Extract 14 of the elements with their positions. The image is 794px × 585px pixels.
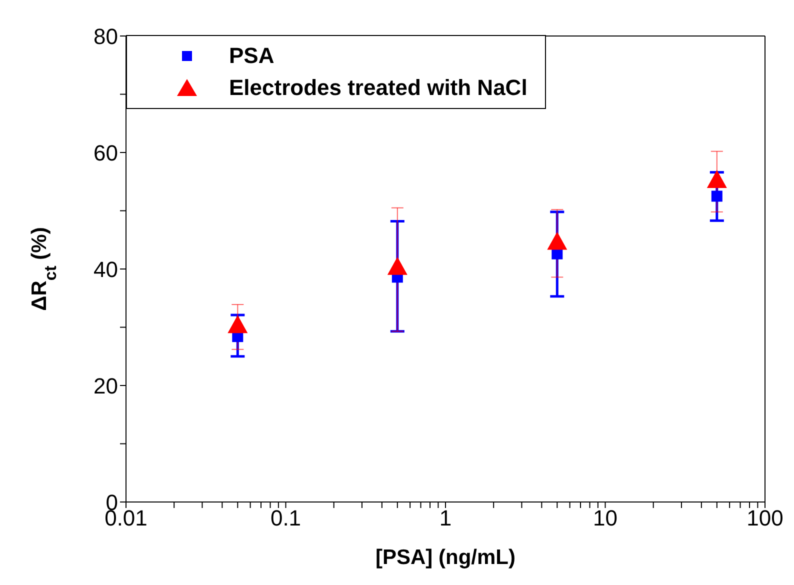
y-tick-label: 40 xyxy=(94,256,118,282)
point xyxy=(547,232,568,250)
x-axis-title: [PSA] (ng/mL) xyxy=(376,546,516,569)
y-tick-label: 80 xyxy=(94,24,118,49)
point xyxy=(706,170,727,188)
x-tick-label: 10 xyxy=(593,506,618,531)
legend-label: Electrodes treated with NaCl xyxy=(229,74,528,102)
y-tick-label: 20 xyxy=(94,373,118,398)
legend-label: PSA xyxy=(229,42,274,70)
x-tick-label: 1 xyxy=(439,506,452,531)
x-tick-label: 100 xyxy=(746,506,784,531)
x-tick-label: 0.1 xyxy=(270,506,302,531)
point xyxy=(387,256,408,275)
y-tick-label: 60 xyxy=(94,140,118,166)
